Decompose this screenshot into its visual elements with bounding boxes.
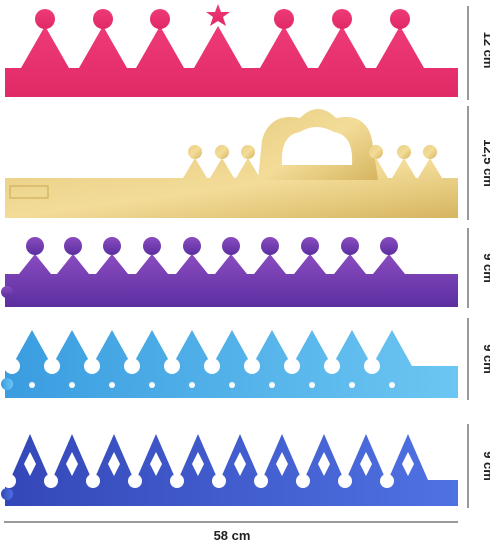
dot <box>269 382 275 388</box>
diamond <box>276 452 288 476</box>
ball <box>143 237 161 255</box>
hole <box>124 358 140 374</box>
ball <box>64 237 82 255</box>
height-label: 12,5 cm <box>481 139 490 187</box>
width-label: 58 cm <box>214 528 251 543</box>
hole <box>244 358 260 374</box>
height-label: 9 cm <box>481 451 490 481</box>
ball <box>222 237 240 255</box>
diamond <box>360 452 372 476</box>
hole <box>380 474 394 488</box>
crown-navy <box>5 434 458 506</box>
ball <box>188 145 202 159</box>
hole <box>128 474 142 488</box>
hole <box>254 474 268 488</box>
hole <box>338 474 352 488</box>
height-label: 9 cm <box>481 253 490 283</box>
crown-purple <box>5 254 458 307</box>
diamond <box>66 452 78 476</box>
diamond <box>24 452 36 476</box>
ball <box>215 145 229 159</box>
ball <box>183 237 201 255</box>
diamond <box>234 452 246 476</box>
ball <box>423 145 437 159</box>
hole <box>2 474 16 488</box>
cutout <box>281 127 353 165</box>
hole <box>84 358 100 374</box>
dot <box>229 382 235 388</box>
hole <box>296 474 310 488</box>
ball <box>241 145 255 159</box>
dot <box>309 382 315 388</box>
diamond <box>150 452 162 476</box>
ball <box>93 9 113 29</box>
dot <box>189 382 195 388</box>
dot <box>109 382 115 388</box>
crowns <box>1 4 458 506</box>
ball <box>332 9 352 29</box>
tab <box>1 488 13 500</box>
diamond <box>402 452 414 476</box>
ball <box>390 9 410 29</box>
dimensions: 12 cm 12,5 cm 9 cm 9 cm 9 cm 58 cm <box>4 6 490 543</box>
crown-pink <box>5 26 458 97</box>
height-label: 12 cm <box>481 32 490 69</box>
ball <box>26 237 44 255</box>
crown-gold <box>5 158 458 218</box>
ball <box>150 9 170 29</box>
dot <box>349 382 355 388</box>
hole <box>324 358 340 374</box>
hole <box>212 474 226 488</box>
ball <box>341 237 359 255</box>
hole <box>170 474 184 488</box>
hole <box>204 358 220 374</box>
dot <box>69 382 75 388</box>
hole <box>44 358 60 374</box>
star <box>206 4 230 26</box>
diamond <box>192 452 204 476</box>
hole <box>4 358 20 374</box>
hole <box>44 474 58 488</box>
hole <box>364 358 380 374</box>
tab <box>1 378 13 390</box>
ball <box>274 9 294 29</box>
diamond <box>108 452 120 476</box>
height-label: 9 cm <box>481 344 490 374</box>
ball <box>103 237 121 255</box>
hole <box>164 358 180 374</box>
hole <box>284 358 300 374</box>
slot <box>9 185 49 199</box>
dot <box>29 382 35 388</box>
dot <box>389 382 395 388</box>
hole <box>86 474 100 488</box>
crown-blue <box>5 330 458 398</box>
tab <box>1 286 13 298</box>
ball <box>380 237 398 255</box>
ball <box>369 145 383 159</box>
ball <box>397 145 411 159</box>
dot <box>149 382 155 388</box>
ball <box>35 9 55 29</box>
diamond <box>318 452 330 476</box>
ball <box>301 237 319 255</box>
ball <box>261 237 279 255</box>
